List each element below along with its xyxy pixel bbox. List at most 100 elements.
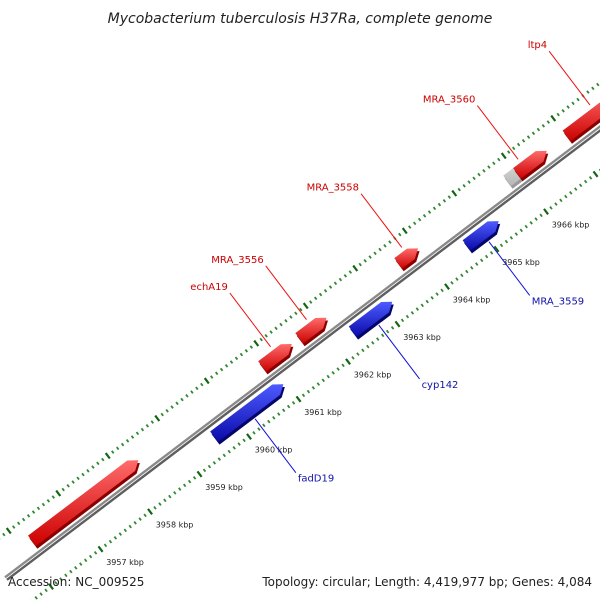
inner-minor-tick [316,382,321,386]
outer-minor-tick [71,480,75,484]
outer-minor-tick [368,255,372,259]
inner-minor-tick [64,573,68,578]
gene-mra-3558-label[interactable]: MRA_3558 [307,183,359,194]
outer-minor-tick [383,243,387,248]
gene-fadd19-label[interactable]: fadD19 [298,474,334,485]
gene-features [28,91,600,549]
gene-ltp4-feature[interactable] [562,91,600,144]
gene-ltp4-label[interactable]: ltp4 [528,40,547,51]
inner-minor-tick [539,213,543,218]
inner-minor-tick [59,577,63,581]
outer-minor-tick [516,142,521,147]
gene-mra-3556-label[interactable]: MRA_3556 [211,255,263,266]
gene-echa19-feature[interactable] [258,343,294,375]
outer-minor-tick [348,270,352,274]
tick-label-3964: 3964 kbp [453,295,491,304]
inner-minor-tick [385,329,390,334]
gene-ltp4-arrow[interactable] [562,91,600,142]
gene-mra-3556-feature[interactable] [295,317,328,347]
outer-minor-tick [467,180,471,184]
backbone-shadow-line [6,129,600,581]
inner-minor-tick [118,532,123,536]
gene-mra-3560-label[interactable]: MRA_3560 [423,95,475,106]
outer-minor-tick [556,112,560,117]
outer-minor-tick [46,498,51,503]
outer-minor-tick [145,423,150,428]
inner-minor-tick [554,202,558,206]
inner-minor-tick [420,303,424,308]
gene-unlabeled-0-arrow[interactable] [28,460,139,547]
outer-minor-tick [195,386,199,391]
tick-label-3966: 3966 kbp [552,220,590,229]
inner-minor-tick [69,569,73,574]
gene-labels: echA19 MRA_3556 MRA_3558 MRA_3560 ltp4 fadD19… [190,40,591,485]
inner-minor-tick [163,498,167,503]
inner-minor-tick [286,404,291,409]
inner-minor-tick [484,254,489,259]
gene-mra-3556-arrow[interactable] [295,317,327,344]
inner-minor-tick [83,558,88,563]
inner-minor-tick [192,476,197,480]
inner-major-tick [543,208,549,215]
inner-minor-tick [475,262,479,266]
outer-minor-tick [120,442,125,447]
outer-minor-tick [536,127,541,132]
gene-mra-3558-feature[interactable] [394,248,420,272]
inner-minor-tick [509,236,514,240]
outer-minor-tick [130,435,135,439]
gene-mra-3559-feature[interactable] [462,221,501,254]
inner-minor-tick [128,524,132,529]
outer-minor-tick [51,495,55,499]
outer-minor-tick [289,315,293,319]
gene-fadd19-arrow[interactable] [210,384,284,442]
tick-label-3965: 3965 kbp [502,258,540,267]
gene-unlabeled-0-feature[interactable] [28,460,140,549]
gene-echa19-arrow[interactable] [258,343,292,372]
inner-major-tick [444,283,450,290]
outer-minor-tick [224,363,229,368]
inner-minor-tick [113,536,118,540]
inner-minor-tick [450,281,454,285]
gene-cyp142-feature[interactable] [348,301,394,340]
inner-minor-tick [54,581,58,585]
gene-mra-3558-arrow[interactable] [394,248,419,269]
inner-minor-tick [336,367,340,371]
gene-cyp142-arrow[interactable] [348,301,393,337]
gene-echa19-label[interactable]: echA19 [190,282,228,293]
gene-fadd19-feature[interactable] [210,384,285,445]
inner-minor-tick [321,378,325,383]
inner-minor-tick [371,341,375,345]
inner-minor-tick [232,446,236,450]
gene-mra-3559-label[interactable]: MRA_3559 [532,296,584,307]
inner-minor-tick [143,513,147,518]
gene-unlabeled-5-feature[interactable] [513,150,549,182]
outer-minor-tick [185,393,189,398]
outer-minor-tick [447,195,451,199]
inner-major-tick [97,545,104,553]
gene-mra-3559-arrow[interactable] [462,221,499,251]
outer-minor-tick [66,483,70,488]
outer-minor-tick [328,285,333,289]
inner-minor-tick [326,374,330,379]
inner-minor-tick [123,528,127,533]
inner-minor-tick [311,386,316,390]
outer-major-tick [154,414,161,422]
gene-cyp142-label[interactable]: cyp142 [422,380,459,391]
outer-major-tick [550,114,557,122]
inner-minor-tick [455,277,459,281]
gene-unlabeled-5-arrow[interactable] [513,150,547,179]
outer-minor-tick [244,348,249,353]
inner-tick-track [30,168,600,600]
inner-minor-tick [44,588,48,593]
outer-minor-tick [2,532,6,537]
inner-minor-tick [168,494,172,499]
outer-minor-tick [323,288,328,293]
inner-major-tick [345,358,351,365]
outer-minor-tick [200,382,204,387]
outer-minor-tick [408,225,412,229]
inner-minor-tick [534,217,538,221]
tick-label-3957: 3957 kbp [106,558,144,567]
inner-minor-tick [277,412,281,416]
gene-cyp142-leader-line [378,324,420,380]
